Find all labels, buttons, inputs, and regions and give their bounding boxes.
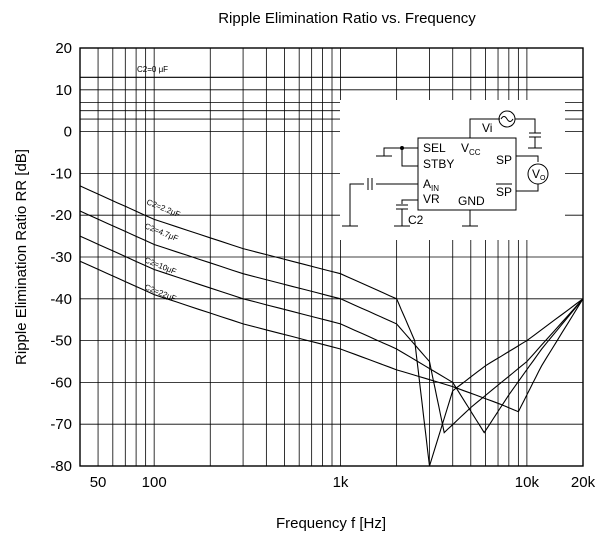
label-c2-22: C2=22μF xyxy=(143,283,177,304)
series-line-4 xyxy=(79,260,584,413)
y-tick-label: -20 xyxy=(50,207,72,224)
y-tick-label: 20 xyxy=(55,40,72,57)
vi-label: Vi xyxy=(482,121,492,135)
series-line-1 xyxy=(79,185,584,467)
pin-ain: AIN xyxy=(423,177,439,193)
pin-stby: STBY xyxy=(423,157,454,171)
plot-frame xyxy=(79,47,584,467)
pin-vcc: VCC xyxy=(461,141,481,157)
x-tick-label: 20k xyxy=(571,474,596,491)
y-tick-label: 0 xyxy=(64,124,72,141)
series-line-3 xyxy=(79,235,584,434)
pin-sel: SEL xyxy=(423,141,446,155)
x-tick-label: 100 xyxy=(142,474,167,491)
pin-sp-bar: SP xyxy=(496,185,512,199)
y-tick-label: -70 xyxy=(50,416,72,433)
y-tick-label: -10 xyxy=(50,165,72,182)
label-c2-2-2: C2=2.2μF xyxy=(145,198,181,220)
pin-sp: SP xyxy=(496,153,512,167)
x-axis-label: Frequency f [Hz] xyxy=(276,515,386,532)
y-tick-label: -50 xyxy=(50,333,72,350)
vo-label: VO xyxy=(532,167,546,182)
y-tick-label: -40 xyxy=(50,291,72,308)
label-c2-10: C2=10μF xyxy=(143,256,177,277)
y-axis-label: Ripple Elimination Ratio RR [dB] xyxy=(13,149,30,365)
pin-vr: VR xyxy=(423,192,440,206)
x-tick-label: 1k xyxy=(333,474,349,491)
y-tick-label: 10 xyxy=(55,82,72,99)
x-tick-label: 50 xyxy=(90,474,107,491)
label-c2-4-7: C2=4.7μF xyxy=(143,222,179,244)
y-tick-label: -30 xyxy=(50,249,72,266)
label-c2-0: C2=0 μF xyxy=(137,65,168,74)
chart-title: Ripple Elimination Ratio vs. Frequency xyxy=(218,10,476,27)
c2-label: C2 xyxy=(408,213,424,227)
x-tick-label: 10k xyxy=(515,474,540,491)
y-tick-label: -60 xyxy=(50,374,72,391)
pin-gnd: GND xyxy=(458,194,485,208)
ic-box xyxy=(417,137,517,211)
series-line-2 xyxy=(79,210,584,434)
y-tick-label: -80 xyxy=(50,458,72,475)
curves xyxy=(79,76,584,467)
schematic-inset: SEL STBY AIN VR VCC GND SP SP C2 Vi VO xyxy=(340,100,565,240)
